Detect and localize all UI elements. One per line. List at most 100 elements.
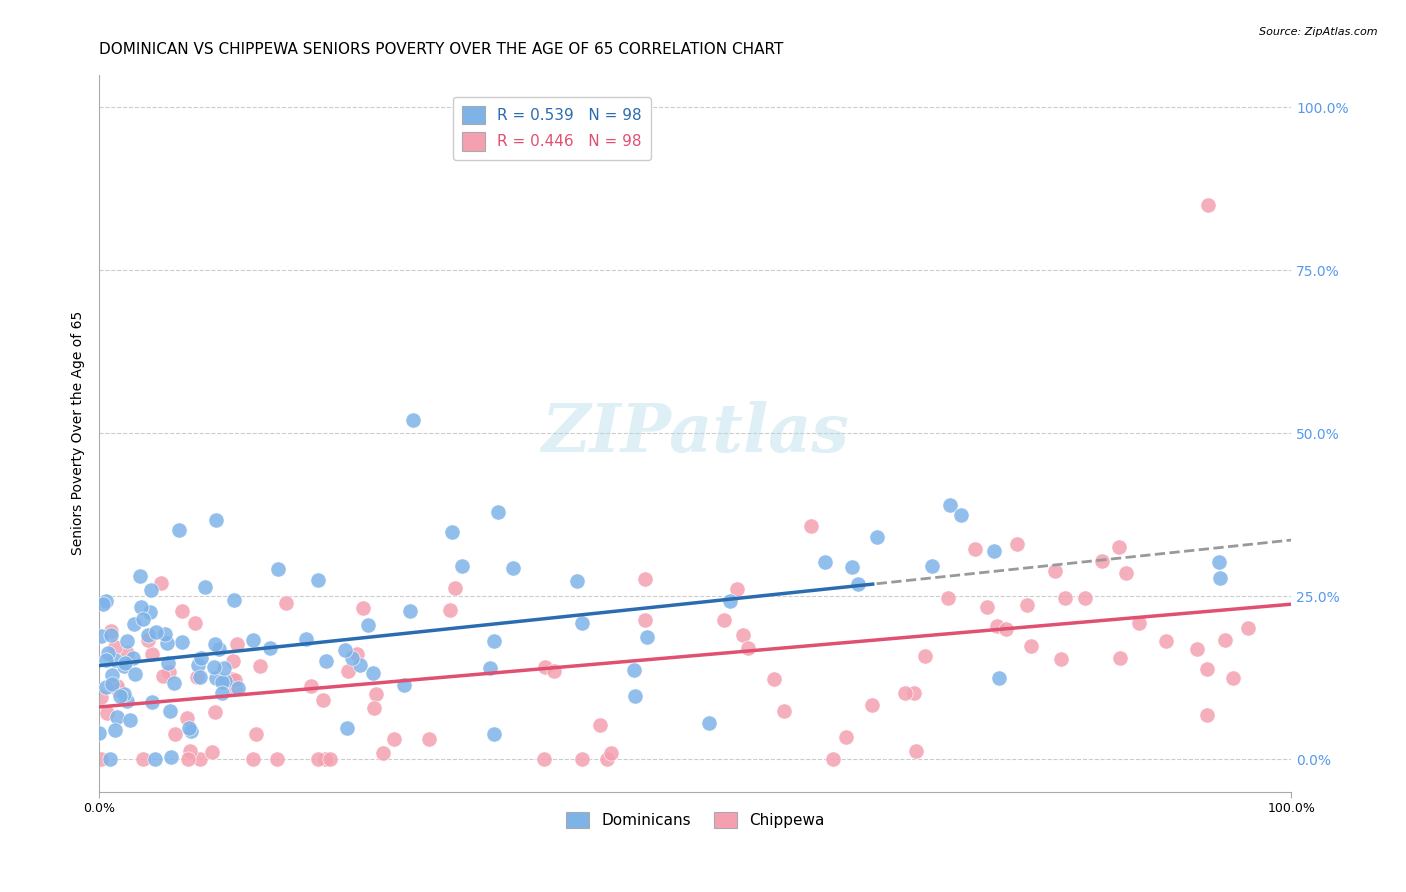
Point bbox=[398, 604, 420, 618]
Point bbox=[190, 651, 212, 665]
Point bbox=[104, 653, 127, 667]
Point bbox=[128, 568, 150, 582]
Point bbox=[101, 679, 124, 693]
Point bbox=[117, 634, 139, 648]
Point bbox=[201, 745, 224, 759]
Point bbox=[97, 646, 120, 660]
Point bbox=[363, 665, 385, 680]
Point bbox=[599, 746, 621, 760]
Point bbox=[949, 508, 972, 522]
Point bbox=[100, 628, 122, 642]
Point bbox=[89, 726, 111, 740]
Point bbox=[860, 698, 883, 713]
Point bbox=[214, 673, 236, 688]
Point bbox=[486, 505, 509, 519]
Point bbox=[914, 648, 936, 663]
Point bbox=[352, 601, 374, 615]
Point bbox=[444, 582, 467, 596]
Point bbox=[596, 752, 619, 766]
Point bbox=[120, 713, 142, 727]
Point bbox=[994, 622, 1017, 636]
Point bbox=[357, 618, 380, 632]
Point bbox=[319, 752, 342, 766]
Point bbox=[482, 727, 505, 741]
Point bbox=[800, 519, 823, 533]
Point bbox=[91, 598, 114, 612]
Point bbox=[179, 744, 201, 758]
Point bbox=[186, 670, 208, 684]
Point bbox=[169, 523, 191, 537]
Point bbox=[104, 640, 127, 655]
Point bbox=[156, 656, 179, 670]
Point bbox=[117, 646, 139, 660]
Point bbox=[242, 752, 264, 766]
Point bbox=[1187, 642, 1209, 657]
Point bbox=[1021, 639, 1043, 653]
Point bbox=[145, 625, 167, 640]
Point bbox=[835, 730, 858, 744]
Point bbox=[105, 679, 128, 693]
Point bbox=[697, 715, 720, 730]
Point bbox=[479, 661, 502, 675]
Point bbox=[139, 583, 162, 598]
Point bbox=[482, 633, 505, 648]
Point bbox=[903, 686, 925, 700]
Point bbox=[904, 744, 927, 758]
Point bbox=[636, 630, 658, 644]
Point bbox=[349, 658, 371, 673]
Point bbox=[170, 604, 193, 618]
Point bbox=[1128, 616, 1150, 631]
Point bbox=[188, 670, 211, 684]
Point bbox=[312, 693, 335, 707]
Point bbox=[170, 635, 193, 649]
Legend: Dominicans, Chippewa: Dominicans, Chippewa bbox=[560, 806, 831, 835]
Point bbox=[141, 647, 163, 661]
Point bbox=[211, 675, 233, 690]
Point bbox=[194, 580, 217, 594]
Point bbox=[392, 678, 415, 692]
Point bbox=[814, 555, 837, 569]
Point bbox=[208, 642, 231, 657]
Point bbox=[156, 636, 179, 650]
Point bbox=[340, 650, 363, 665]
Point bbox=[107, 683, 129, 698]
Point bbox=[1197, 198, 1219, 212]
Point bbox=[294, 632, 316, 647]
Point bbox=[124, 667, 146, 681]
Point bbox=[382, 732, 405, 747]
Point bbox=[1045, 565, 1067, 579]
Point bbox=[571, 615, 593, 630]
Point bbox=[152, 669, 174, 683]
Point bbox=[139, 605, 162, 619]
Point bbox=[623, 663, 645, 677]
Point bbox=[141, 695, 163, 709]
Point bbox=[307, 752, 329, 766]
Point bbox=[1209, 571, 1232, 585]
Point bbox=[211, 686, 233, 700]
Point bbox=[624, 689, 647, 703]
Point bbox=[177, 752, 200, 766]
Point bbox=[986, 619, 1008, 633]
Point bbox=[439, 603, 461, 617]
Point bbox=[737, 640, 759, 655]
Point bbox=[571, 752, 593, 766]
Point bbox=[108, 689, 131, 703]
Point bbox=[157, 665, 180, 679]
Point bbox=[221, 672, 243, 686]
Point bbox=[1108, 541, 1130, 555]
Point bbox=[846, 576, 869, 591]
Point bbox=[132, 612, 155, 626]
Point bbox=[94, 594, 117, 608]
Point bbox=[965, 541, 987, 556]
Point bbox=[841, 560, 863, 574]
Point bbox=[713, 613, 735, 627]
Point bbox=[502, 560, 524, 574]
Point bbox=[533, 752, 555, 766]
Point bbox=[259, 640, 281, 655]
Point bbox=[242, 632, 264, 647]
Point bbox=[1074, 591, 1097, 606]
Point bbox=[307, 573, 329, 587]
Point bbox=[1007, 537, 1029, 551]
Point bbox=[112, 659, 135, 673]
Point bbox=[136, 633, 159, 648]
